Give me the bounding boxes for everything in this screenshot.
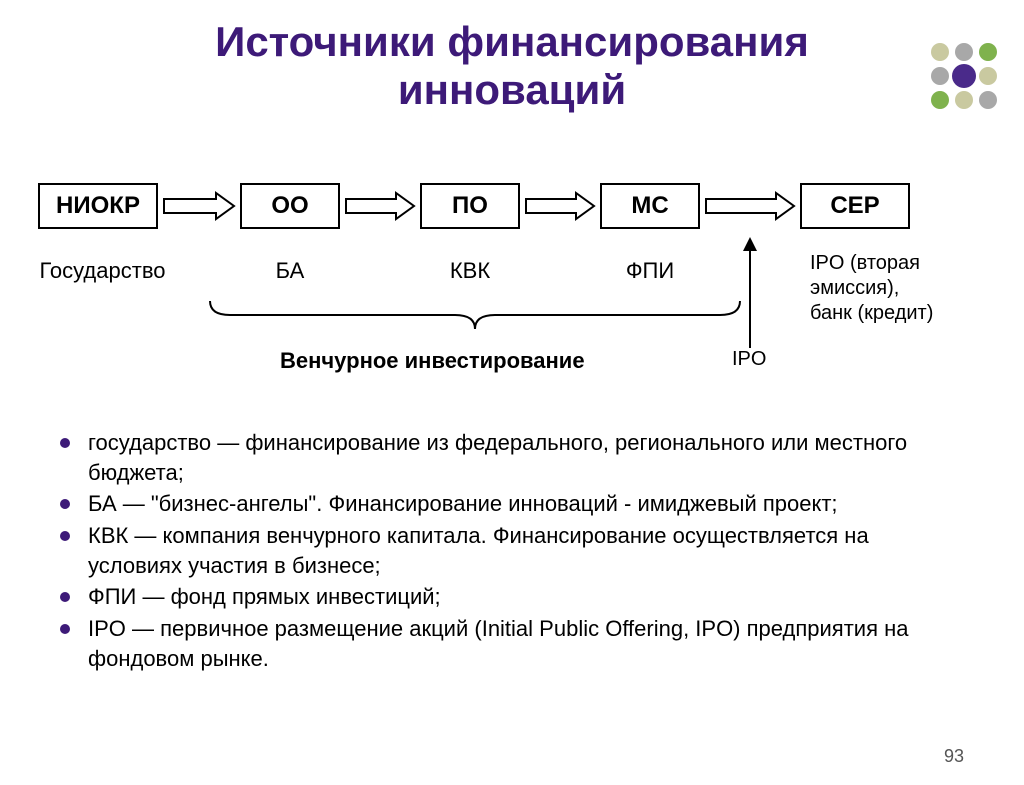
page-title: Источники финансирования инноваций [0,18,1024,115]
slide-number: 93 [944,746,964,767]
title-line2: инноваций [398,66,626,113]
definition-item: БА — "бизнес-ангелы". Финансирование инн… [60,489,960,519]
definitions-list: государство — финансирование из федераль… [60,428,960,676]
title-line1: Источники финансирования [215,18,809,65]
ipo-label: IPO [732,348,766,371]
definition-item: ФПИ — фонд прямых инвестиций; [60,582,960,612]
definition-item: IPO — первичное размещение акций (Initia… [60,614,960,673]
corner-dots-decor [924,36,1006,118]
ipo-arrow [30,173,990,403]
definition-item: КВК — компания венчурного капитала. Фина… [60,521,960,580]
definition-item: государство — финансирование из федераль… [60,428,960,487]
flow-diagram: НИОКРООПОМССЕР ГосударствоБАКВКФПИ IPO (… [30,173,990,403]
